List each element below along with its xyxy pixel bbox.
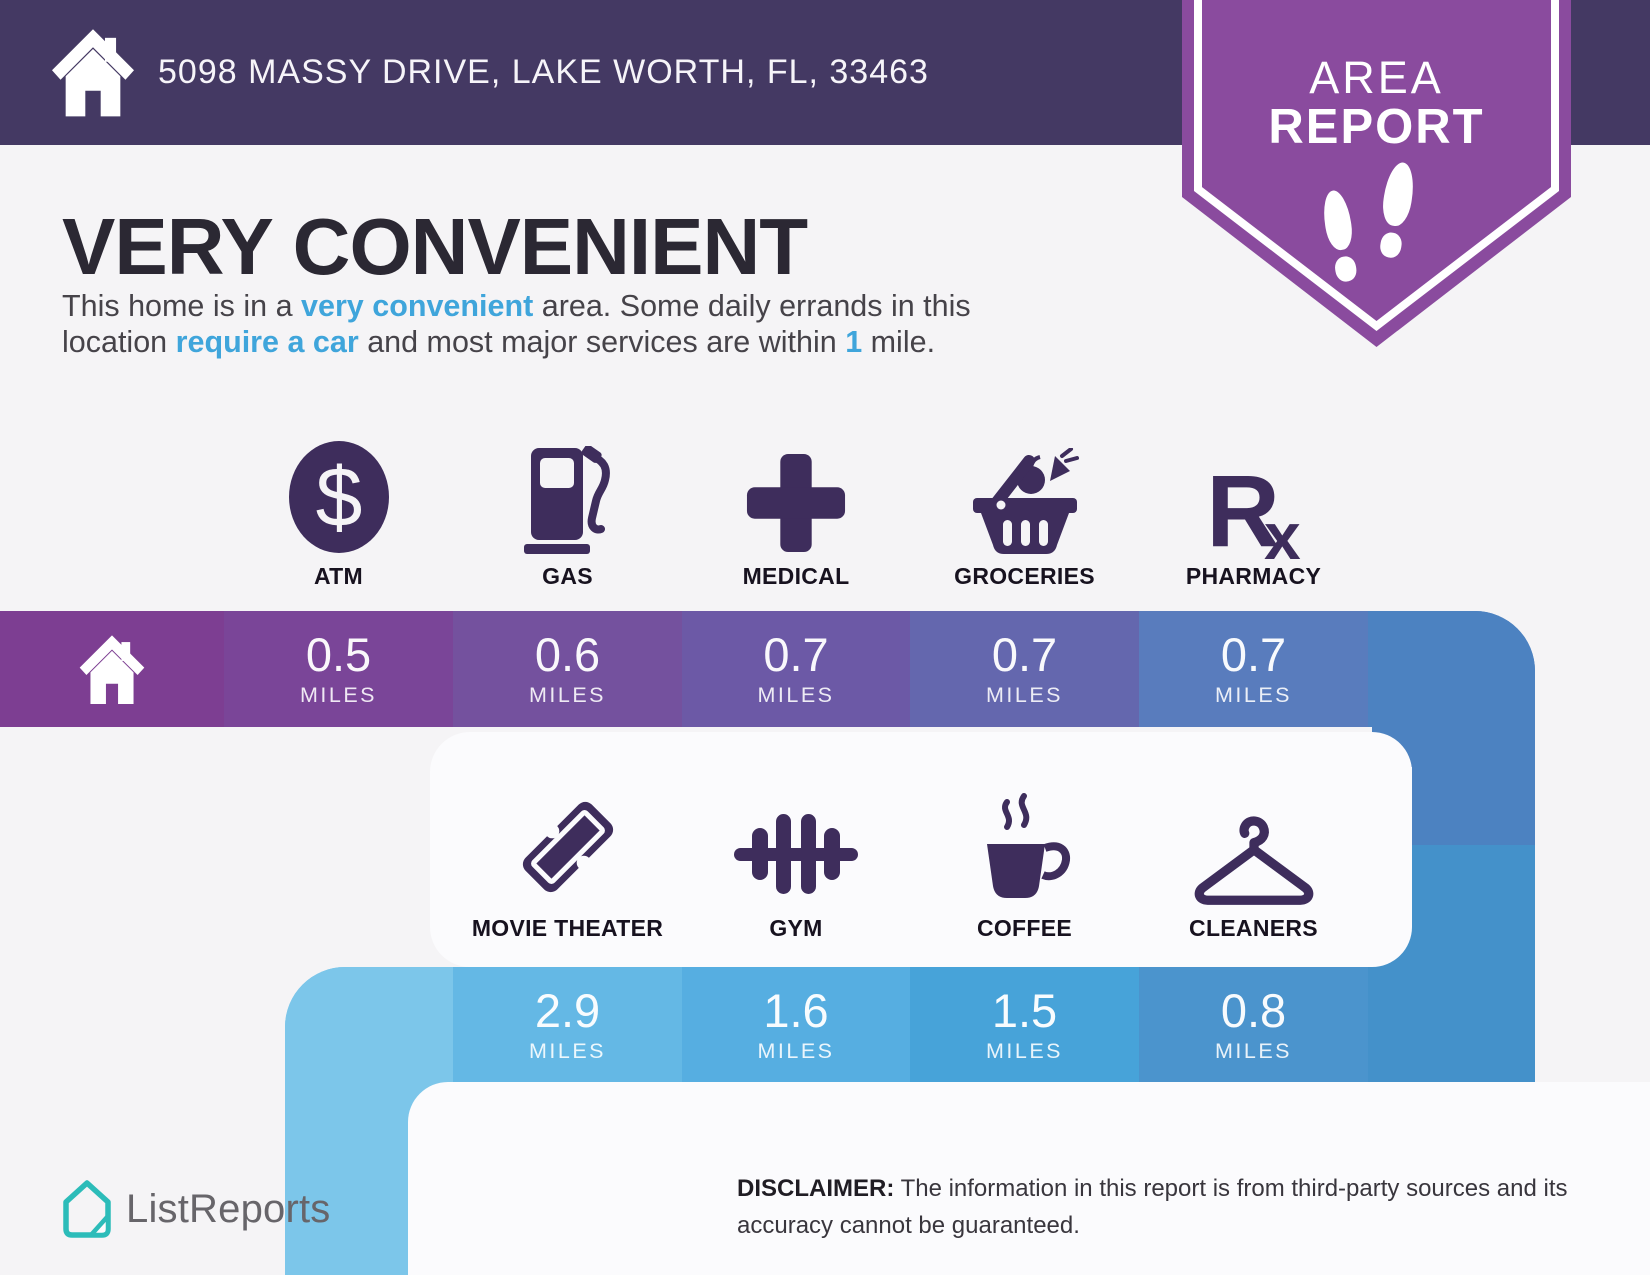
footprints-icon — [1319, 160, 1422, 284]
left-footprint-icon — [1319, 188, 1360, 284]
bar2-elbow-segment — [285, 967, 453, 1082]
description-line1: This home is in a very convenient area. … — [62, 289, 971, 323]
service-label: PHARMACY — [1185, 563, 1322, 589]
service-label: ATM — [313, 563, 363, 589]
service-label: CLEANERS — [1189, 915, 1318, 941]
service-label: GAS — [542, 563, 593, 589]
highlight-one-mile: 1 — [845, 325, 863, 359]
service-medical: MEDICAL — [682, 430, 910, 590]
groceries-basket-icon — [967, 448, 1083, 554]
service-groceries: GROCERIES — [910, 430, 1139, 590]
hanger-icon — [1184, 810, 1324, 906]
distance-segment: 0.7 MILES — [682, 611, 910, 727]
home-icon — [79, 635, 145, 704]
coffee-cup-icon — [967, 792, 1083, 906]
svg-text:$: $ — [315, 450, 362, 544]
atm-icon: $ — [287, 440, 391, 554]
page-title: VERY CONVENIENT — [62, 202, 808, 291]
listreports-logo-text: ListReports — [126, 1186, 331, 1231]
home-icon — [52, 29, 134, 117]
footer-panel — [408, 1082, 1650, 1275]
disclaimer-label: DISCLAIMER: — [737, 1175, 895, 1202]
service-gas: GAS — [453, 430, 682, 590]
area-report-badge: AREA REPORT — [1182, 0, 1571, 352]
disclaimer: DISCLAIMER: The information in this repo… — [737, 1170, 1617, 1244]
listreports-house-icon — [63, 1180, 111, 1238]
distance-segment: 0.6 MILES — [453, 611, 682, 727]
medical-cross-icon — [745, 452, 847, 554]
bar2-tail-segment — [1368, 967, 1535, 1082]
ribbon-pentagon — [1182, 0, 1571, 347]
description-line2: location require a car and most major se… — [62, 325, 936, 359]
description: This home is in a very convenient area. … — [62, 288, 971, 360]
movie-ticket-icon — [509, 788, 627, 906]
service-label: COFFEE — [976, 915, 1073, 941]
service-label: GYM — [769, 915, 823, 941]
distance-segment: 0.7 MILES — [910, 611, 1139, 727]
distance-segment: 1.5 MILES — [910, 967, 1139, 1082]
gas-icon — [518, 446, 618, 554]
property-address: 5098 MASSY DRIVE, LAKE WORTH, FL, 33463 — [158, 53, 929, 91]
distance-segment: 0.7 MILES — [1139, 611, 1368, 727]
service-atm: $ ATM — [224, 430, 453, 590]
distance-segment: 2.9 MILES — [453, 967, 682, 1082]
badge-title-line1: AREA — [1309, 52, 1444, 103]
distance-segment: 1.6 MILES — [682, 967, 910, 1082]
highlight-require-car: require a car — [175, 325, 359, 359]
service-cleaners: CLEANERS — [1139, 782, 1368, 942]
distance-segment: 0.5 MILES — [224, 611, 453, 727]
disclaimer-text: The information in this report is from t… — [737, 1175, 1568, 1239]
service-movie-theater: MOVIE THEATER — [453, 782, 682, 942]
bar1-tail-segment — [1368, 611, 1535, 727]
badge-title-line2: REPORT — [1268, 100, 1485, 154]
dumbbell-icon — [732, 802, 860, 906]
service-label: MOVIE THEATER — [471, 915, 664, 941]
service-label: GROCERIES — [954, 563, 1095, 589]
highlight-very-convenient: very convenient — [301, 289, 534, 323]
service-coffee: COFFEE — [910, 782, 1139, 942]
distance-segment: 0.8 MILES — [1139, 967, 1368, 1082]
listreports-logo: ListReports — [62, 1179, 331, 1239]
service-gym: GYM — [682, 782, 910, 942]
home-segment — [0, 611, 224, 727]
right-footprint-icon — [1375, 160, 1418, 260]
service-label: MEDICAL — [742, 563, 850, 589]
